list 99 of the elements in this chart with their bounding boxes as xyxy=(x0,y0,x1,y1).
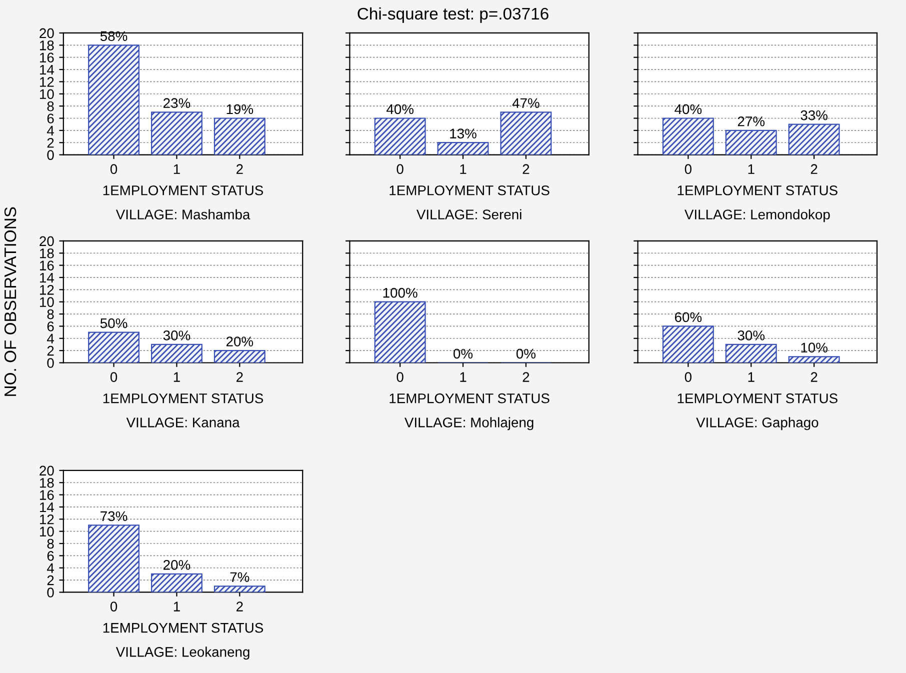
y-tick-label: 0 xyxy=(47,150,54,160)
bar xyxy=(150,573,202,592)
y-tick-label: 14 xyxy=(40,65,54,75)
x-axis-title: 1EMPLOYMENT STATUS xyxy=(678,185,838,196)
y-tick-label: 8 xyxy=(47,309,54,320)
y-tick-label: 0 xyxy=(47,358,54,368)
y-tick-label: 12 xyxy=(40,284,54,295)
y-tick-label: 10 xyxy=(40,89,54,100)
text: VILLAGE: Leokaneng xyxy=(116,646,250,660)
text: VILLAGE: Lemondokop xyxy=(684,209,830,222)
annotation: 0% xyxy=(454,348,473,359)
annotation: 19% xyxy=(226,104,254,114)
x-tick-label: 1 xyxy=(460,372,466,382)
x-tick-label: 0 xyxy=(110,164,118,174)
y-tick-label: 20 xyxy=(40,236,54,246)
x-tick-label: 0 xyxy=(396,164,404,174)
y-tick-label: 8 xyxy=(47,101,54,112)
bar xyxy=(214,350,266,363)
x-axis-title: 1EMPLOYMENT STATUS xyxy=(103,185,264,196)
y-tick-label: 16 xyxy=(40,52,54,63)
y-tick-label: 8 xyxy=(47,538,54,549)
y-tick-label: 14 xyxy=(40,272,54,283)
annotation: 20% xyxy=(226,336,254,346)
x-axis-title: 1EMPLOYMENT STATUS xyxy=(678,393,838,404)
y-tick-label: 12 xyxy=(40,514,54,524)
text: VILLAGE: Mohlajeng xyxy=(404,417,534,430)
x-axis-title: 1EMPLOYMENT STATUS xyxy=(390,185,550,196)
text: VILLAGE: Mashamba xyxy=(116,209,250,220)
y-tick-label: 20 xyxy=(40,28,54,38)
y-tick-label: 18 xyxy=(40,40,54,50)
annotation: 30% xyxy=(163,330,190,340)
annotation: 10% xyxy=(801,342,828,353)
y-tick-label: 16 xyxy=(40,260,54,270)
annotation: 40% xyxy=(386,104,414,114)
y-tick-label: 2 xyxy=(47,138,54,148)
text: VILLAGE: Kanana xyxy=(126,418,240,428)
x-axis-title: 1EMPLOYMENT STATUS xyxy=(390,393,550,404)
bar xyxy=(150,344,202,363)
x-tick-label: 2 xyxy=(236,372,243,382)
bar xyxy=(88,524,140,592)
annotation: 0% xyxy=(516,348,536,359)
y-tick-label: 18 xyxy=(40,248,54,258)
annotation: 47% xyxy=(512,98,540,108)
y-tick-label: 18 xyxy=(40,478,54,488)
x-tick-label: 2 xyxy=(522,372,530,382)
y-tick-label: 4 xyxy=(46,126,54,136)
x-tick-label: 1 xyxy=(748,164,754,174)
y-tick-label: 20 xyxy=(40,466,54,476)
x-tick-label: 1 xyxy=(174,164,180,174)
x-tick-label: 0 xyxy=(110,602,118,612)
y-tick-label: 6 xyxy=(47,114,54,124)
y-tick-label: 10 xyxy=(40,526,54,537)
annotation: 20% xyxy=(164,560,190,570)
y-tick-label: 14 xyxy=(40,502,54,512)
annotation: 23% xyxy=(164,98,190,108)
bar xyxy=(214,118,266,155)
x-tick-label: 1 xyxy=(748,372,754,382)
y-axis-title: NO. OF OBSERVATIONS xyxy=(4,207,16,396)
x-axis-title: 1EMPLOYMENT STATUS xyxy=(103,622,264,633)
y-tick-label: 2 xyxy=(47,346,54,356)
x-tick-label: 0 xyxy=(396,372,404,382)
annotation: 73% xyxy=(100,511,128,522)
annotation: 30% xyxy=(738,330,765,340)
y-tick-label: 2 xyxy=(47,575,54,586)
y-tick-label: 4 xyxy=(46,334,54,344)
annotation: 33% xyxy=(800,110,828,120)
x-axis-title: 1EMPLOYMENT STATUS xyxy=(103,393,264,404)
x-tick-label: 0 xyxy=(684,372,692,382)
y-tick-label: 6 xyxy=(47,322,54,332)
annotation: 13% xyxy=(450,128,476,138)
annotation: 40% xyxy=(674,104,702,114)
x-tick-label: 2 xyxy=(236,602,243,612)
x-tick-label: 2 xyxy=(810,372,818,382)
x-tick-label: 1 xyxy=(174,372,180,382)
y-tick-label: 10 xyxy=(40,297,54,308)
x-tick-label: 1 xyxy=(460,164,466,174)
y-tick-label: 12 xyxy=(40,77,54,87)
bar xyxy=(150,112,202,155)
y-tick-label: 16 xyxy=(40,490,54,500)
y-tick-label: 6 xyxy=(47,551,54,561)
bar xyxy=(88,44,140,155)
x-tick-label: 2 xyxy=(810,164,818,174)
annotation: 7% xyxy=(230,572,250,582)
annotation: 60% xyxy=(674,312,702,322)
x-tick-label: 1 xyxy=(174,602,180,612)
text: Chi-square test: p=.03716 xyxy=(358,7,548,23)
bar xyxy=(88,332,140,363)
annotation: 27% xyxy=(738,116,765,126)
x-tick-label: 2 xyxy=(522,164,530,174)
x-tick-label: 2 xyxy=(236,164,243,174)
y-tick-label: 4 xyxy=(46,563,54,573)
y-tick-label: 0 xyxy=(47,588,54,598)
annotation: 100% xyxy=(383,288,418,298)
bar xyxy=(214,586,266,592)
annotation: 50% xyxy=(100,318,128,328)
x-tick-label: 0 xyxy=(684,164,692,174)
text: VILLAGE: Sereni xyxy=(416,209,522,220)
x-tick-label: 0 xyxy=(110,372,118,382)
text: VILLAGE: Gaphago xyxy=(696,417,818,430)
